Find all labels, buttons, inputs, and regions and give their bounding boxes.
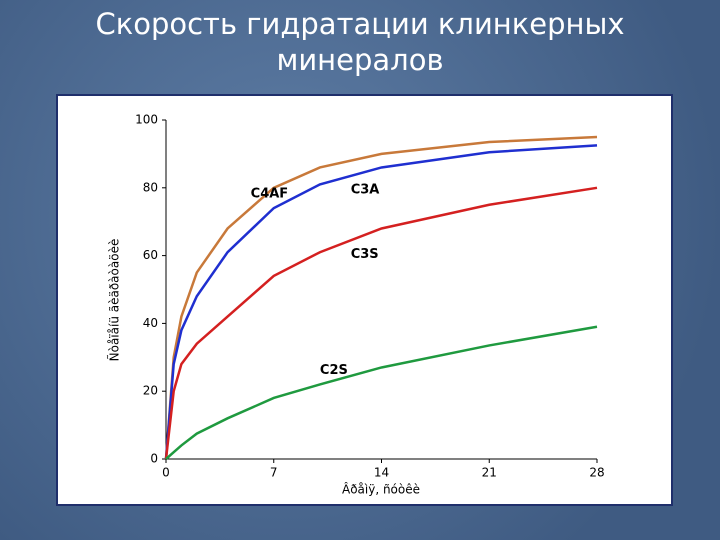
y-axis-label: Ñòåïåíü ãèäðàòàöèè	[107, 239, 122, 362]
y-tick-label: 0	[150, 452, 158, 466]
chart-panel	[56, 94, 673, 506]
x-tick-label: 21	[482, 466, 497, 480]
x-tick-label: 7	[270, 466, 278, 480]
series-line	[164, 135, 598, 460]
x-axis-label: Âðåìÿ, ñóòêè	[342, 482, 420, 497]
y-tick-label: 20	[143, 384, 158, 398]
series-line	[164, 144, 598, 460]
x-tick-label: 14	[374, 466, 389, 480]
y-tick-label: 60	[143, 248, 158, 262]
series-label: C2S	[320, 363, 348, 378]
series-label: C3A	[351, 182, 380, 197]
y-tick-label: 80	[143, 180, 158, 194]
x-tick-label: 28	[589, 466, 604, 480]
x-tick-label: 0	[162, 466, 170, 480]
series-line	[164, 186, 598, 460]
y-tick-label: 100	[135, 113, 158, 127]
series-label: C3S	[351, 247, 379, 262]
y-tick-label: 40	[143, 316, 158, 330]
series-line	[165, 325, 598, 460]
slide-title: Скорость гидратации клинкерных минералов	[95, 7, 625, 77]
series-label: C4AF	[251, 187, 289, 202]
